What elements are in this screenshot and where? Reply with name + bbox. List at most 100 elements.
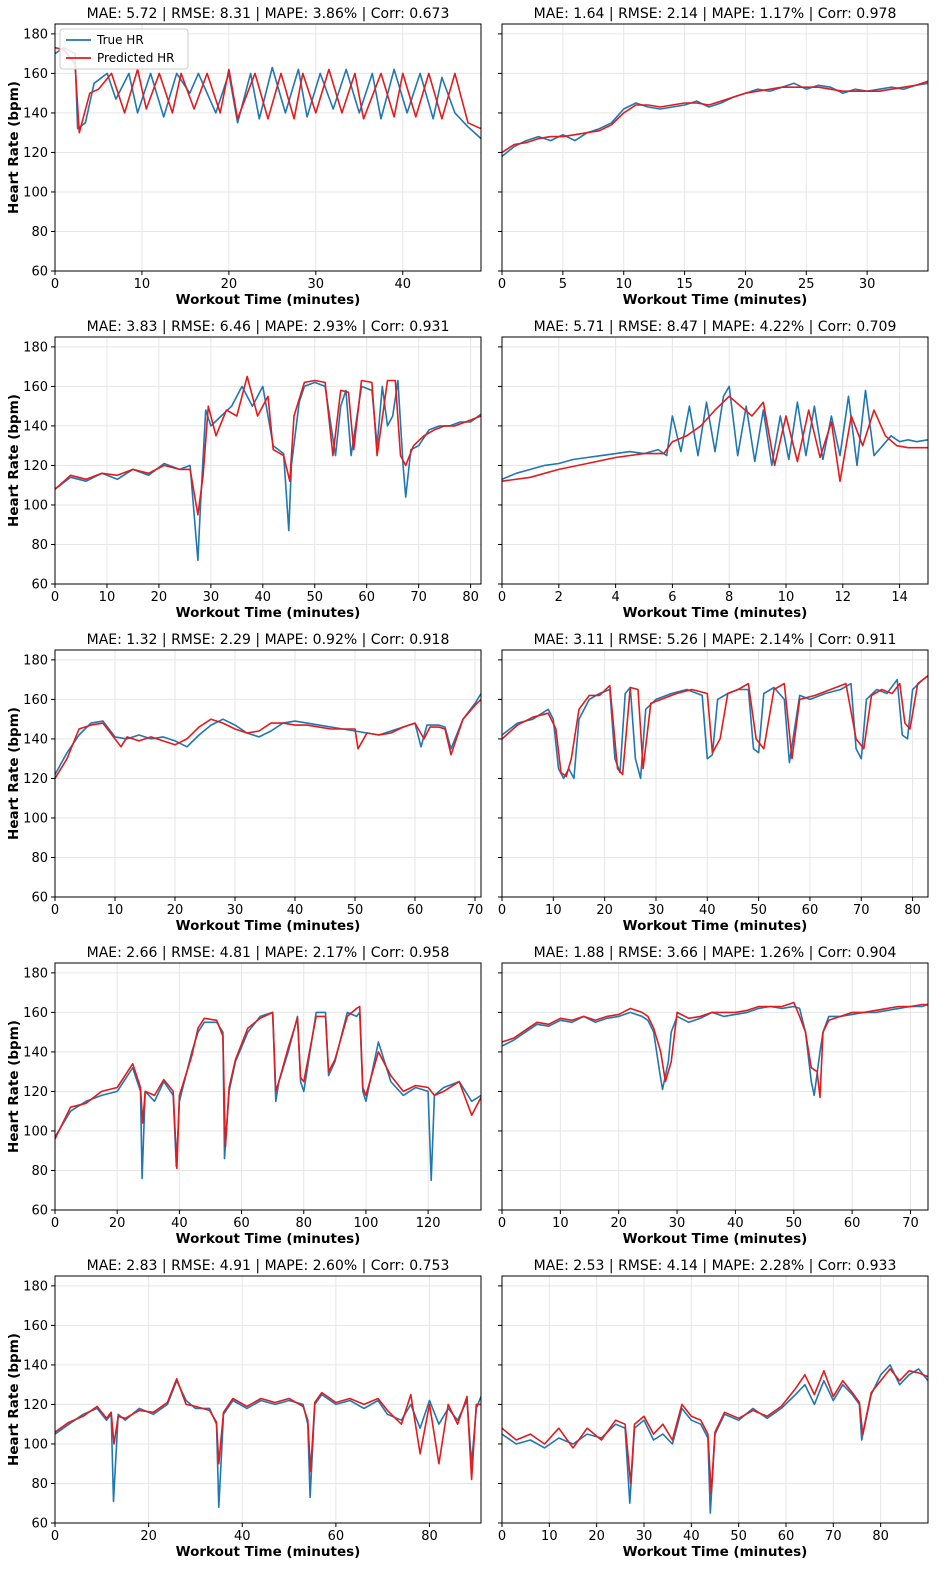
x-tick-label: 80 <box>462 590 479 605</box>
y-tick-label: 120 <box>23 146 48 161</box>
x-tick-label: 30 <box>203 590 220 605</box>
true-hr-line <box>55 1011 481 1182</box>
y-tick-label: 80 <box>31 1477 48 1492</box>
chart-title: MAE: 3.83 | RMSE: 6.46 | MAPE: 2.93% | C… <box>87 319 450 335</box>
x-tick-label: 80 <box>904 903 921 918</box>
x-axis-label: Workout Time (minutes) <box>623 1231 808 1247</box>
y-tick-label: 100 <box>23 185 48 200</box>
x-tick-label: 40 <box>171 1216 188 1231</box>
x-tick-label: 80 <box>872 1529 889 1544</box>
y-axis-label: Heart Rate (bpm) <box>6 1333 22 1466</box>
y-tick-label: 100 <box>23 1437 48 1452</box>
x-tick-label: 10 <box>615 277 632 292</box>
y-tick-label: 100 <box>23 811 48 826</box>
y-tick-label: 160 <box>23 380 48 395</box>
predicted-hr-line <box>55 375 481 516</box>
y-tick-label: 180 <box>23 1279 48 1294</box>
y-tick-label: 160 <box>23 67 48 82</box>
x-tick-label: 25 <box>798 277 815 292</box>
x-tick-label: 0 <box>51 1529 59 1544</box>
chart-title: MAE: 5.72 | RMSE: 8.31 | MAPE: 3.86% | C… <box>87 6 450 22</box>
x-tick-label: 40 <box>255 590 272 605</box>
x-tick-label: 0 <box>498 277 506 292</box>
y-tick-label: 120 <box>23 1398 48 1413</box>
chart-panel-5: 0 10 20 30 40 50 60 70 60 80 100 120 140 160 180 MAE: 1… <box>6 632 483 934</box>
y-tick-label: 160 <box>23 1319 48 1334</box>
y-tick-label: 60 <box>31 265 48 280</box>
x-tick-label: 70 <box>825 1529 842 1544</box>
y-tick-label: 80 <box>31 225 48 240</box>
x-tick-label: 60 <box>358 590 375 605</box>
x-axis-label: Workout Time (minutes) <box>623 292 808 308</box>
x-tick-label: 30 <box>308 277 325 292</box>
x-tick-label: 20 <box>588 1529 605 1544</box>
y-tick-label: 180 <box>23 653 48 668</box>
x-tick-label: 30 <box>669 1216 686 1231</box>
predicted-hr-line <box>502 675 928 778</box>
x-tick-label: 0 <box>498 1529 506 1544</box>
legend-box <box>59 28 189 70</box>
x-tick-label: 60 <box>844 1216 861 1231</box>
y-tick-label: 80 <box>31 538 48 553</box>
y-axis-label: Heart Rate (bpm) <box>6 707 22 840</box>
y-tick-label: 180 <box>23 340 48 355</box>
series-group <box>55 1378 481 1508</box>
x-axis-label: Workout Time (minutes) <box>176 292 361 308</box>
x-tick-label: 70 <box>467 903 484 918</box>
chart-title: MAE: 1.64 | RMSE: 2.14 | MAPE: 1.17% | C… <box>534 6 897 22</box>
x-tick-label: 0 <box>51 1216 59 1231</box>
chart-panel-8: 0 10 20 30 40 50 60 70 MAE: 1.88 | RMSE: 3.66 | … <box>498 945 929 1247</box>
plot-frame <box>54 1275 482 1524</box>
x-tick-label: 30 <box>636 1529 653 1544</box>
x-tick-label: 120 <box>416 1216 441 1231</box>
legend: True HR Predicted HR <box>59 28 189 70</box>
x-tick-label: 4 <box>611 590 619 605</box>
x-tick-label: 50 <box>730 1529 747 1544</box>
plot-frame <box>501 336 929 585</box>
chart-panel-1: 0 10 20 30 40 60 80 100 120 140 160 180 MAE: 5.72 | … <box>6 6 482 308</box>
series-group <box>55 46 481 140</box>
x-tick-label: 60 <box>778 1529 795 1544</box>
y-tick-label: 60 <box>31 1204 48 1219</box>
y-tick-label: 140 <box>23 419 48 434</box>
x-axis-label: Workout Time (minutes) <box>176 918 361 934</box>
y-tick-label: 120 <box>23 459 48 474</box>
y-tick-label: 120 <box>23 772 48 787</box>
x-tick-label: 80 <box>295 1216 312 1231</box>
predicted-hr-line <box>55 698 481 779</box>
x-tick-label: 70 <box>853 903 870 918</box>
y-tick-label: 160 <box>23 693 48 708</box>
x-axis-label: Workout Time (minutes) <box>623 1544 808 1560</box>
chart-title: MAE: 3.11 | RMSE: 5.26 | MAPE: 2.14% | C… <box>534 632 897 648</box>
plot-frame <box>501 1275 929 1524</box>
series-group <box>502 385 928 483</box>
x-axis-label: Workout Time (minutes) <box>176 1544 361 1560</box>
chart-panel-2: 0 5 10 15 20 25 30 MAE: 1.64 | RMSE: 2.14 | MAP… <box>498 6 929 308</box>
chart-panel-7: 0 20 40 60 80 100 120 60 80 100 120 140 160 180 MAE: 2… <box>6 945 482 1247</box>
y-tick-label: 60 <box>31 891 48 906</box>
x-tick-label: 15 <box>676 277 693 292</box>
true-hr-line <box>55 693 481 775</box>
x-tick-label: 20 <box>596 903 613 918</box>
series-group <box>502 675 928 780</box>
true-hr-line <box>502 385 928 481</box>
y-tick-label: 100 <box>23 498 48 513</box>
x-tick-label: 60 <box>407 903 424 918</box>
y-tick-label: 140 <box>23 732 48 747</box>
x-tick-label: 30 <box>859 277 876 292</box>
chart-panel-6: 0 10 20 30 40 50 60 70 80 MAE: 3.11 | RMSE: 5.26 … <box>498 632 929 934</box>
y-tick-label: 180 <box>23 966 48 981</box>
series-group <box>502 1364 928 1514</box>
x-tick-label: 50 <box>347 903 364 918</box>
x-tick-label: 70 <box>410 590 427 605</box>
x-tick-label: 0 <box>51 903 59 918</box>
x-axis-label: Workout Time (minutes) <box>176 1231 361 1247</box>
chart-title: MAE: 2.83 | RMSE: 4.91 | MAPE: 2.60% | C… <box>87 1258 450 1274</box>
x-tick-label: 10 <box>99 590 116 605</box>
y-tick-label: 100 <box>23 1124 48 1139</box>
chart-title: MAE: 1.32 | RMSE: 2.29 | MAPE: 0.92% | C… <box>87 632 450 648</box>
predicted-hr-line <box>55 1005 481 1170</box>
series-group <box>502 80 928 158</box>
predicted-hr-line <box>502 1368 928 1495</box>
